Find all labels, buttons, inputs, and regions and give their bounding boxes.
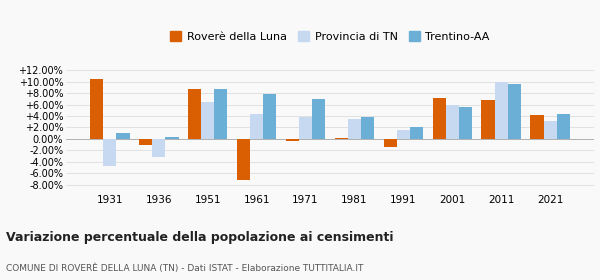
Text: COMUNE DI ROVERÈ DELLA LUNA (TN) - Dati ISTAT - Elaborazione TUTTITALIA.IT: COMUNE DI ROVERÈ DELLA LUNA (TN) - Dati … (6, 263, 364, 273)
Text: Variazione percentuale della popolazione ai censimenti: Variazione percentuale della popolazione… (6, 231, 394, 244)
Bar (557, 114, 570, 139)
Bar (139, 139, 152, 144)
Bar (459, 108, 472, 139)
Bar (410, 127, 423, 139)
Bar (201, 102, 214, 139)
Bar (263, 94, 277, 139)
Bar (237, 139, 250, 180)
Bar (433, 98, 446, 139)
Bar (116, 133, 130, 139)
Bar (383, 139, 397, 148)
Bar (446, 104, 459, 139)
Bar (103, 139, 116, 166)
Bar (494, 82, 508, 139)
Bar (166, 137, 179, 139)
Bar (90, 79, 103, 139)
Bar (312, 99, 325, 139)
Bar (335, 138, 348, 139)
Bar (348, 119, 361, 139)
Bar (250, 114, 263, 139)
Bar (286, 139, 299, 141)
Bar (214, 88, 227, 139)
Bar (530, 115, 544, 139)
Bar (508, 85, 521, 139)
Bar (188, 89, 201, 139)
Bar (544, 121, 557, 139)
Bar (361, 117, 374, 139)
Legend: Roverè della Luna, Provincia di TN, Trentino-AA: Roverè della Luna, Provincia di TN, Tren… (168, 29, 492, 44)
Bar (397, 130, 410, 139)
Bar (152, 139, 166, 157)
Bar (481, 100, 494, 139)
Bar (299, 117, 312, 139)
